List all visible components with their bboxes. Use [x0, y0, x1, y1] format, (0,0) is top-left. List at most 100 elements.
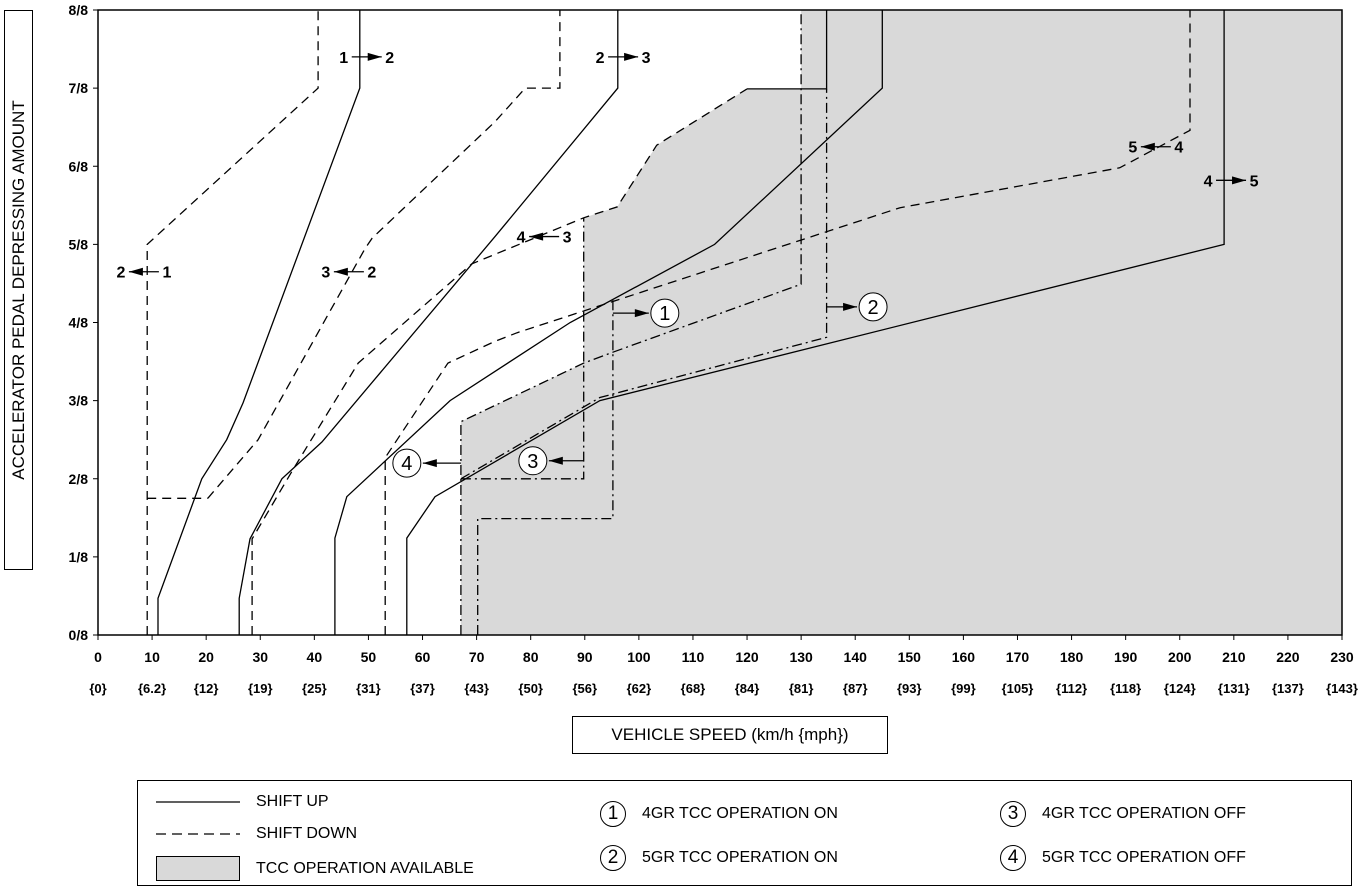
series-line — [477, 299, 614, 635]
x-tick-label-mph: {19} — [248, 681, 273, 696]
x-tick-label-mph: {124} — [1164, 681, 1196, 696]
x-tick-label-mph: {68} — [681, 681, 706, 696]
legend-label: SHIFT DOWN — [256, 825, 358, 842]
legend-label: 4GR TCC OPERATION ON — [642, 805, 838, 822]
x-tick-label: 150 — [898, 649, 922, 665]
circled-number: 1 — [600, 801, 626, 827]
legend-shift-down: SHIFT DOWN — [156, 825, 357, 843]
x-tick-label: 190 — [1114, 649, 1138, 665]
tcc-marker: 4 — [392, 448, 461, 478]
series-line — [460, 351, 614, 635]
x-tick-label: 100 — [627, 649, 651, 665]
shift-diagram-chart: 0 {0} 10 {6.2} 20 {12} 30 {19} 40 {25} 50 {31} 60 {37… — [69, 2, 1358, 696]
series-line — [207, 10, 561, 499]
series-line — [334, 10, 883, 635]
legend-label: TCC OPERATION AVAILABLE — [256, 859, 474, 877]
x-tick-label-mph: {131} — [1218, 681, 1250, 696]
circled-number: 3 — [1000, 801, 1026, 827]
arrow-head — [843, 302, 858, 311]
series-line — [238, 10, 619, 635]
arrow-head — [1140, 142, 1155, 151]
series-line — [251, 88, 748, 635]
arrow-head — [333, 267, 348, 276]
gear-number: 2 — [367, 265, 376, 282]
legend-item-3: 3 4GR TCC OPERATION OFF — [1000, 801, 1246, 827]
x-tick-label: 130 — [789, 649, 813, 665]
tcc-marker: 2 — [826, 292, 888, 322]
circled-number: 4 — [1000, 845, 1026, 871]
series-line — [146, 10, 319, 635]
tcc-marker: 3 — [518, 446, 584, 476]
y-axis-label-box: ACCELERATOR PEDAL DEPRESSING AMOUNT — [4, 10, 33, 570]
marker-circle — [650, 298, 680, 328]
legend: SHIFT UP SHIFT DOWN TCC OPERATION AVAILA… — [137, 780, 1352, 886]
x-tick-label: 160 — [952, 649, 976, 665]
x-tick-label-mph: {137} — [1272, 681, 1304, 696]
gear-number: 2 — [385, 50, 394, 67]
tcc-available-region — [460, 10, 1342, 635]
x-tick-label: 110 — [682, 649, 705, 665]
x-tick-label-mph: {87} — [843, 681, 868, 696]
legend-label: 5GR TCC OPERATION ON — [642, 849, 838, 866]
x-tick-label-mph: {12} — [194, 681, 219, 696]
x-tick-label-mph: {62} — [627, 681, 652, 696]
gear-number: 2 — [116, 265, 125, 282]
x-tick-label: 120 — [735, 649, 759, 665]
gear-number: 3 — [563, 230, 572, 247]
arrow-head — [367, 52, 382, 61]
gear-number: 1 — [162, 265, 171, 282]
gear-number: 5 — [1250, 173, 1259, 190]
x-tick-label: 60 — [415, 649, 431, 665]
series-line — [460, 217, 585, 480]
arrow-head — [624, 52, 639, 61]
marker-number: 3 — [527, 451, 538, 473]
legend-label: SHIFT UP — [256, 793, 329, 810]
gear-number: 3 — [321, 265, 330, 282]
y-tick-label: 3/8 — [69, 393, 89, 409]
gray-swatch — [156, 856, 240, 881]
x-tick-label-mph: {31} — [356, 681, 381, 696]
x-tick-label-mph: {112} — [1056, 681, 1087, 696]
x-tick-label-mph: {105} — [1002, 681, 1034, 696]
y-tick-label: 7/8 — [69, 80, 89, 96]
x-tick-label: 180 — [1060, 649, 1084, 665]
arrow-head — [422, 459, 437, 468]
x-tick-label: 170 — [1006, 649, 1030, 665]
x-tick-label-mph: {81} — [789, 681, 814, 696]
x-tick-label: 210 — [1222, 649, 1246, 665]
gear-number: 5 — [1128, 140, 1137, 157]
y-tick-label: 8/8 — [69, 2, 89, 18]
x-tick-label-mph: {43} — [464, 681, 489, 696]
legend-item-2: 2 5GR TCC OPERATION ON — [600, 845, 838, 871]
x-tick-label: 50 — [361, 649, 377, 665]
gear-number: 4 — [1174, 140, 1183, 157]
gear-number: 3 — [642, 50, 651, 67]
arrow-head — [529, 232, 544, 241]
x-tick-label: 90 — [577, 649, 593, 665]
series-line — [460, 88, 828, 480]
x-tick-label-mph: {0} — [89, 681, 106, 696]
x-tick-label: 40 — [307, 649, 323, 665]
series-line — [384, 10, 1191, 635]
tcc-marker: 1 — [612, 298, 680, 328]
x-tick-label-mph: {56} — [572, 681, 597, 696]
series-line — [157, 10, 361, 635]
x-tick-label-mph: {84} — [735, 681, 760, 696]
x-tick-label: 20 — [198, 649, 214, 665]
y-tick-label: 6/8 — [69, 158, 89, 174]
solid-line-swatch — [156, 801, 240, 803]
y-tick-label: 0/8 — [69, 627, 89, 643]
gear-number: 4 — [1204, 173, 1213, 190]
gear-number: 4 — [517, 230, 526, 247]
marker-number: 2 — [868, 297, 879, 319]
x-tick-label-mph: {143} — [1326, 681, 1358, 696]
legend-tcc-available: TCC OPERATION AVAILABLE — [156, 856, 474, 881]
arrow-head — [634, 309, 649, 318]
marker-circle — [392, 448, 422, 478]
legend-shift-up: SHIFT UP — [156, 793, 329, 811]
x-tick-label-mph: {50} — [518, 681, 543, 696]
